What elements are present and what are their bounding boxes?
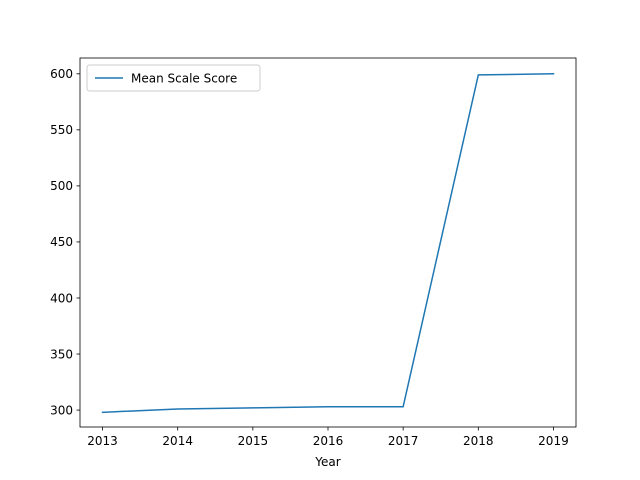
legend-label: Mean Scale Score	[131, 71, 237, 85]
x-tick-label: 2015	[238, 434, 269, 448]
legend-box	[86, 64, 261, 92]
x-tick-label: 2019	[538, 434, 569, 448]
series-line-0	[101, 73, 555, 414]
y-tick-label: 500	[50, 179, 73, 193]
legend: Mean Scale Score	[86, 64, 261, 92]
y-tick-label: 400	[50, 291, 73, 305]
x-tick-label: 2016	[313, 434, 344, 448]
plot-area: 2013 2014 2015 2016 2017 2018 2019 300 350 400 450…	[50, 57, 577, 469]
y-tick-label: 450	[50, 235, 73, 249]
y-tick-label: 600	[50, 67, 73, 81]
x-tick-label: 2017	[388, 434, 419, 448]
x-tick-label: 2013	[87, 434, 118, 448]
x-tick-label: 2014	[162, 434, 193, 448]
x-tick-label: 2018	[463, 434, 494, 448]
y-tick-label: 300	[50, 403, 73, 417]
y-tick-label: 550	[50, 123, 73, 137]
x-axis-label: Year	[314, 455, 340, 469]
y-tick-label: 350	[50, 347, 73, 361]
